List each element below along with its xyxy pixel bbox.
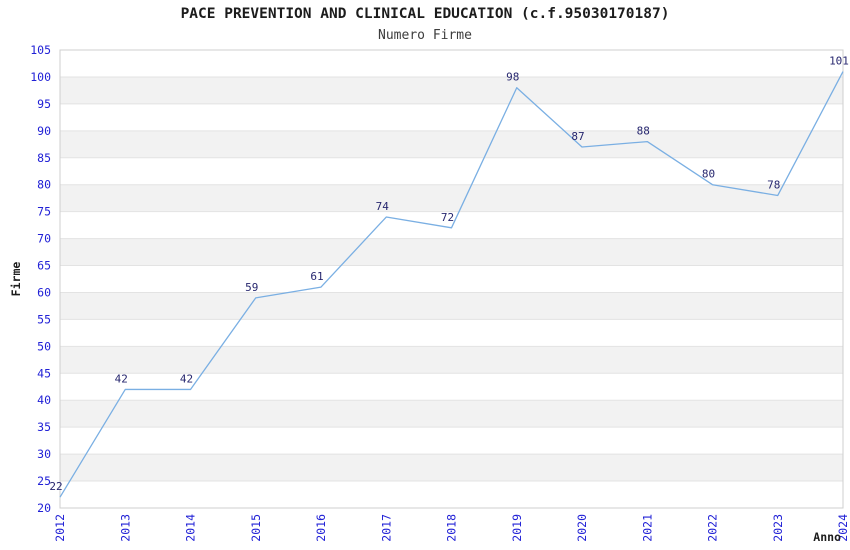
data-point-label: 80 [702,168,715,181]
plot-band [60,103,843,131]
y-tick-label: 65 [37,259,51,273]
plot-band [60,454,843,482]
x-tick-label: 2020 [575,514,589,542]
y-tick-label: 75 [37,205,51,219]
y-tick-label: 50 [37,339,51,353]
y-tick-label: 30 [37,447,51,461]
y-tick-label: 20 [37,501,51,515]
plot-band [60,76,843,104]
x-tick-label: 2019 [510,514,524,542]
x-tick-label: 2022 [706,514,720,542]
y-tick-label: 95 [37,97,51,111]
chart-subtitle: Numero Firme [378,28,472,43]
y-tick-label: 105 [30,43,51,57]
plot-band [60,130,843,158]
y-axis-title: Firme [9,262,23,297]
plot-band [60,319,843,347]
y-tick-label: 80 [37,178,51,192]
y-tick-label: 25 [37,474,51,488]
data-point-label: 42 [115,372,128,385]
y-tick-label: 60 [37,285,51,299]
plot-band [60,157,843,185]
y-tick-label: 55 [37,312,51,326]
plot-band [60,292,843,320]
x-tick-label: 2014 [184,514,198,542]
x-tick-label: 2012 [53,514,67,542]
data-point-label: 87 [571,130,584,143]
data-point-label: 72 [441,211,454,224]
x-tick-label: 2021 [640,514,654,542]
y-tick-label: 45 [37,366,51,380]
data-point-label: 74 [376,200,390,213]
data-point-label: 88 [637,125,650,138]
data-point-label: 101 [829,55,849,68]
y-tick-label: 100 [30,70,51,84]
x-tick-label: 2016 [314,514,328,542]
plot-band [60,373,843,401]
plot-band [60,427,843,455]
x-axis-title: Anno [813,530,841,544]
plot-band [60,184,843,212]
data-point-label: 61 [310,270,323,283]
x-tick-label: 2024 [836,514,850,542]
y-tick-label: 90 [37,124,51,138]
chart-title: PACE PREVENTION AND CLINICAL EDUCATION (… [180,6,670,22]
data-point-label: 59 [245,281,258,294]
series-line [59,71,844,498]
plot-band [60,400,843,428]
plot-band [60,481,843,508]
plot-border [59,49,844,509]
x-tick-label: 2015 [249,514,263,542]
data-point-label: 22 [49,480,62,493]
data-point-label: 98 [506,71,519,84]
plot-band [60,50,843,77]
y-tick-label: 40 [37,393,51,407]
x-tick-label: 2018 [445,514,459,542]
data-point-label: 42 [180,372,193,385]
x-tick-label: 2017 [379,514,393,542]
x-tick-label: 2013 [118,514,132,542]
plot-band [60,265,843,293]
data-point-label: 78 [767,178,780,191]
plot-band [60,211,843,239]
x-tick-label: 2023 [771,514,785,542]
y-tick-label: 85 [37,151,51,165]
y-tick-label: 35 [37,420,51,434]
plot-band [60,346,843,374]
y-tick-label: 70 [37,232,51,246]
plot-band [60,238,843,266]
